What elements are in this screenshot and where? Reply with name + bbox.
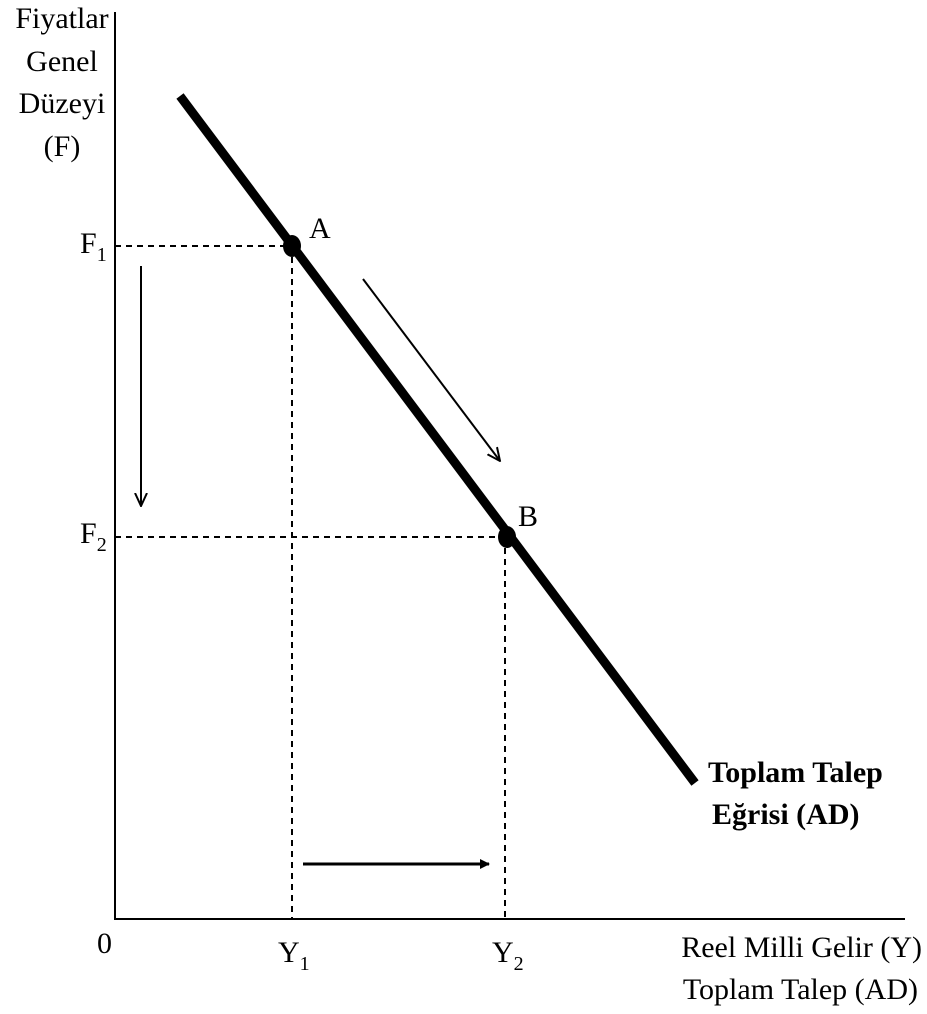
point-a-label: A — [309, 212, 331, 245]
price-level-f1-sub: 1 — [97, 244, 107, 266]
price-level-f1-label: F1 — [80, 227, 107, 266]
curve-label-line-2: Eğrisi (AD) — [712, 798, 859, 831]
price-level-f2-sub: 2 — [97, 534, 107, 556]
income-level-y2-base: Y — [492, 936, 514, 969]
x-axis-title-line-2: Toplam Talep (AD) — [683, 973, 918, 1006]
y-axis-title-line-1: Fiyatlar — [15, 2, 108, 35]
point-b-label: B — [518, 500, 538, 533]
point-a-marker — [283, 235, 301, 257]
aggregate-demand-curve — [176, 93, 699, 786]
income-level-y1-label: Y1 — [278, 936, 310, 975]
income-level-y2-label: Y2 — [492, 936, 524, 975]
income-level-y1-sub: 1 — [300, 953, 310, 975]
price-level-f2-base: F — [80, 517, 97, 550]
y-axis-title-line-2: Genel — [26, 45, 98, 78]
price-level-f1-base: F — [80, 227, 97, 260]
income-level-y2-sub: 2 — [514, 953, 524, 975]
y-axis-title-line-3: Düzeyi — [19, 87, 106, 120]
movement-along-curve-arrow — [362, 278, 500, 461]
y-axis-title-line-4: (F) — [44, 130, 81, 163]
origin-label: 0 — [97, 927, 112, 960]
point-b-marker — [498, 526, 516, 548]
x-axis-title-line-1: Reel Milli Gelir (Y) — [681, 931, 922, 964]
income-level-y1-base: Y — [278, 936, 300, 969]
curve-label-line-1: Toplam Talep — [708, 756, 883, 789]
price-level-f2-label: F2 — [80, 517, 107, 556]
